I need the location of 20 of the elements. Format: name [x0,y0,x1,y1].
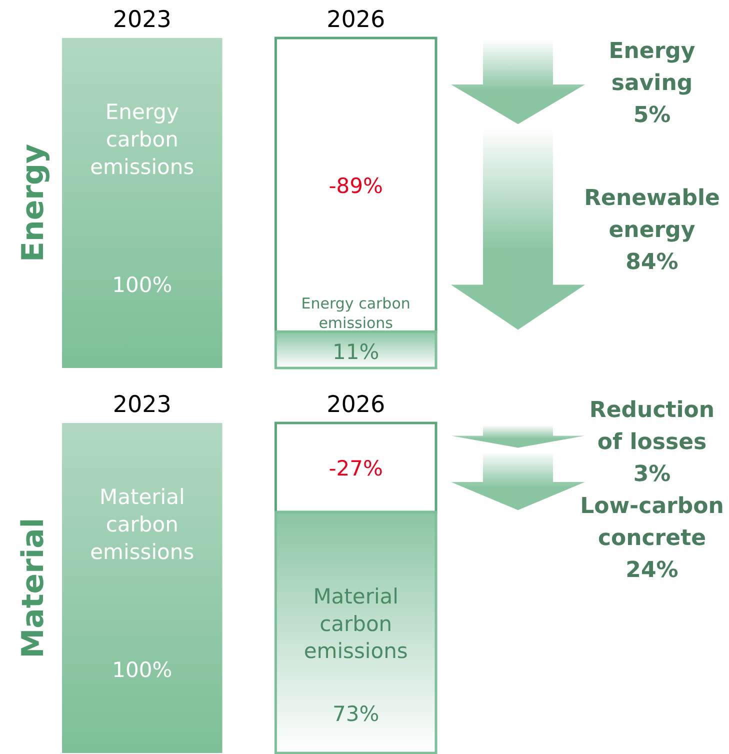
text: Energy saving 5% [608,39,696,128]
y-axis-title: Material [16,518,51,658]
text: Reduction of losses 3% [589,398,715,487]
data-label: 11% [332,340,380,364]
data-label: 100% [112,273,172,298]
text: Low-carbon concrete 24% [580,494,724,583]
annotation: -89% [328,174,383,198]
x-tick-label: 2026 [326,392,386,418]
y-axis-title: Energy [16,144,51,262]
series-label: Material carbon emissions [90,485,194,564]
x-tick-label: 2026 [326,7,386,33]
text: Energy carbon emissions [90,100,194,179]
data-label: 73% [332,702,380,726]
annotation: -27% [328,456,383,481]
text: Material carbon emissions [304,584,408,664]
x-tick-label: 2023 [112,7,172,33]
x-tick-label: 2023 [112,392,172,418]
series-label: Energy carbon emissions [301,294,410,332]
text: Renewable energy 84% [584,186,720,275]
data-label: 100% [112,658,172,682]
